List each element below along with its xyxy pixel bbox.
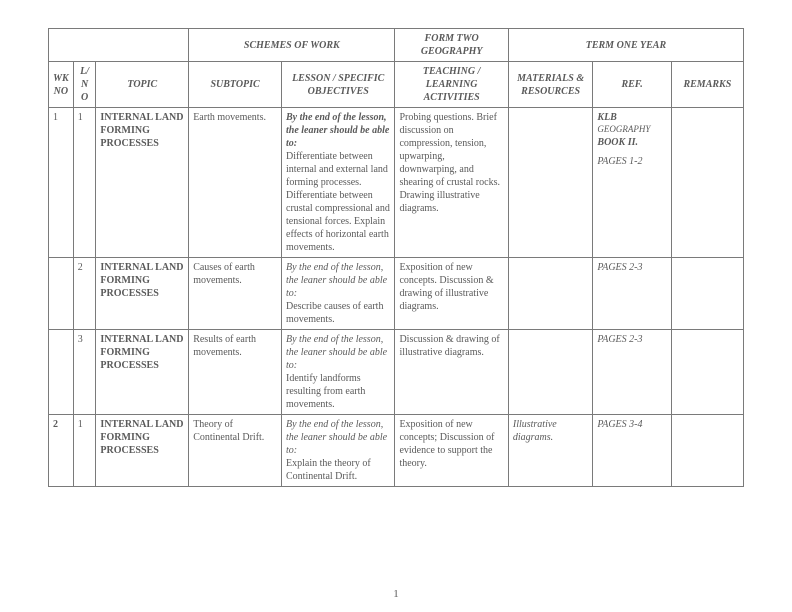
cell-activities: Probing questions. Brief discussion on c… [395,108,508,258]
cell-lno: 3 [73,330,96,415]
obj-lead: By the end of the lesson, the leaner sho… [286,333,390,372]
cell-wk: 1 [49,108,74,258]
cell-activities: Discussion & drawing of illustrative dia… [395,330,508,415]
cell-ref: KLB GEOGRAPHY BOOK II. PAGES 1-2 [593,108,671,258]
cell-remarks [671,108,743,258]
ref-pages: PAGES 2-3 [597,261,666,274]
col-subtopic: SUBTOPIC [189,62,282,108]
cell-ref: PAGES 2-3 [593,330,671,415]
ref-line2: GEOGRAPHY [597,124,666,136]
table-row: 2 1 INTERNAL LAND FORMING PROCESSES Theo… [49,415,744,487]
table-row: 2 INTERNAL LAND FORMING PROCESSES Causes… [49,258,744,330]
hdr-term: TERM ONE YEAR [508,29,743,62]
col-wk: WK NO [49,62,74,108]
cell-subtopic: Causes of earth movements. [189,258,282,330]
ref-pages: PAGES 2-3 [597,333,666,346]
table-row: 1 1 INTERNAL LAND FORMING PROCESSES Eart… [49,108,744,258]
cell-topic: INTERNAL LAND FORMING PROCESSES [96,258,189,330]
col-materials: MATERIALS & RESOURCES [508,62,593,108]
cell-materials: Illustrative diagrams. [508,415,593,487]
col-objectives: LESSON / SPECIFIC OBJECTIVES [282,62,395,108]
cell-wk [49,330,74,415]
ref-pages: PAGES 3-4 [597,418,666,431]
cell-materials [508,258,593,330]
col-activities: TEACHING / LEARNING ACTIVITIES [395,62,508,108]
cell-ref: PAGES 2-3 [593,258,671,330]
obj-body: Describe causes of earth movements. [286,301,383,325]
cell-ref: PAGES 3-4 [593,415,671,487]
cell-materials [508,330,593,415]
cell-subtopic: Results of earth movements. [189,330,282,415]
col-topic: TOPIC [96,62,189,108]
hdr-schemes: SCHEMES OF WORK [189,29,395,62]
cell-topic: INTERNAL LAND FORMING PROCESSES [96,415,189,487]
col-remarks: REMARKS [671,62,743,108]
cell-lno: 2 [73,258,96,330]
column-header-row: WK NO L/ NO TOPIC SUBTOPIC LESSON / SPEC… [49,62,744,108]
cell-activities: Exposition of new concepts. Discussion &… [395,258,508,330]
cell-remarks [671,258,743,330]
cell-topic: INTERNAL LAND FORMING PROCESSES [96,108,189,258]
cell-remarks [671,330,743,415]
table-row: 3 INTERNAL LAND FORMING PROCESSES Result… [49,330,744,415]
ref-bold: KLB [597,111,666,124]
obj-body: Identify landforms resulting from earth … [286,373,365,410]
cell-lno: 1 [73,415,96,487]
cell-objectives: By the end of the lesson, the leaner sho… [282,258,395,330]
cell-objectives: By the end of the lesson, the leaner sho… [282,415,395,487]
cell-objectives: By the end of the lesson, the leaner sho… [282,108,395,258]
cell-activities: Exposition of new concepts; Discussion o… [395,415,508,487]
cell-materials [508,108,593,258]
cell-objectives: By the end of the lesson, the leaner sho… [282,330,395,415]
obj-lead: By the end of the lesson, the leaner sho… [286,261,390,300]
title-row: SCHEMES OF WORK FORM TWO GEOGRAPHY TERM … [49,29,744,62]
obj-lead: By the end of the lesson, the leaner sho… [286,418,390,457]
schemes-table: SCHEMES OF WORK FORM TWO GEOGRAPHY TERM … [48,28,744,487]
page: SCHEMES OF WORK FORM TWO GEOGRAPHY TERM … [0,0,792,612]
obj-lead: By the end of the lesson, the leaner sho… [286,111,390,150]
cell-subtopic: Theory of Continental Drift. [189,415,282,487]
cell-subtopic: Earth movements. [189,108,282,258]
ref-line3: BOOK II. [597,136,666,149]
col-lno: L/ NO [73,62,96,108]
hdr-form: FORM TWO GEOGRAPHY [395,29,508,62]
cell-topic: INTERNAL LAND FORMING PROCESSES [96,330,189,415]
page-number: 1 [0,588,792,600]
cell-remarks [671,415,743,487]
obj-body: Differentiate between internal and exter… [286,151,390,253]
obj-body: Explain the theory of Continental Drift. [286,458,371,482]
col-ref: REF. [593,62,671,108]
hdr-blank-left [49,29,189,62]
cell-wk: 2 [49,415,74,487]
cell-lno: 1 [73,108,96,258]
cell-wk [49,258,74,330]
ref-pages: PAGES 1-2 [597,155,666,168]
